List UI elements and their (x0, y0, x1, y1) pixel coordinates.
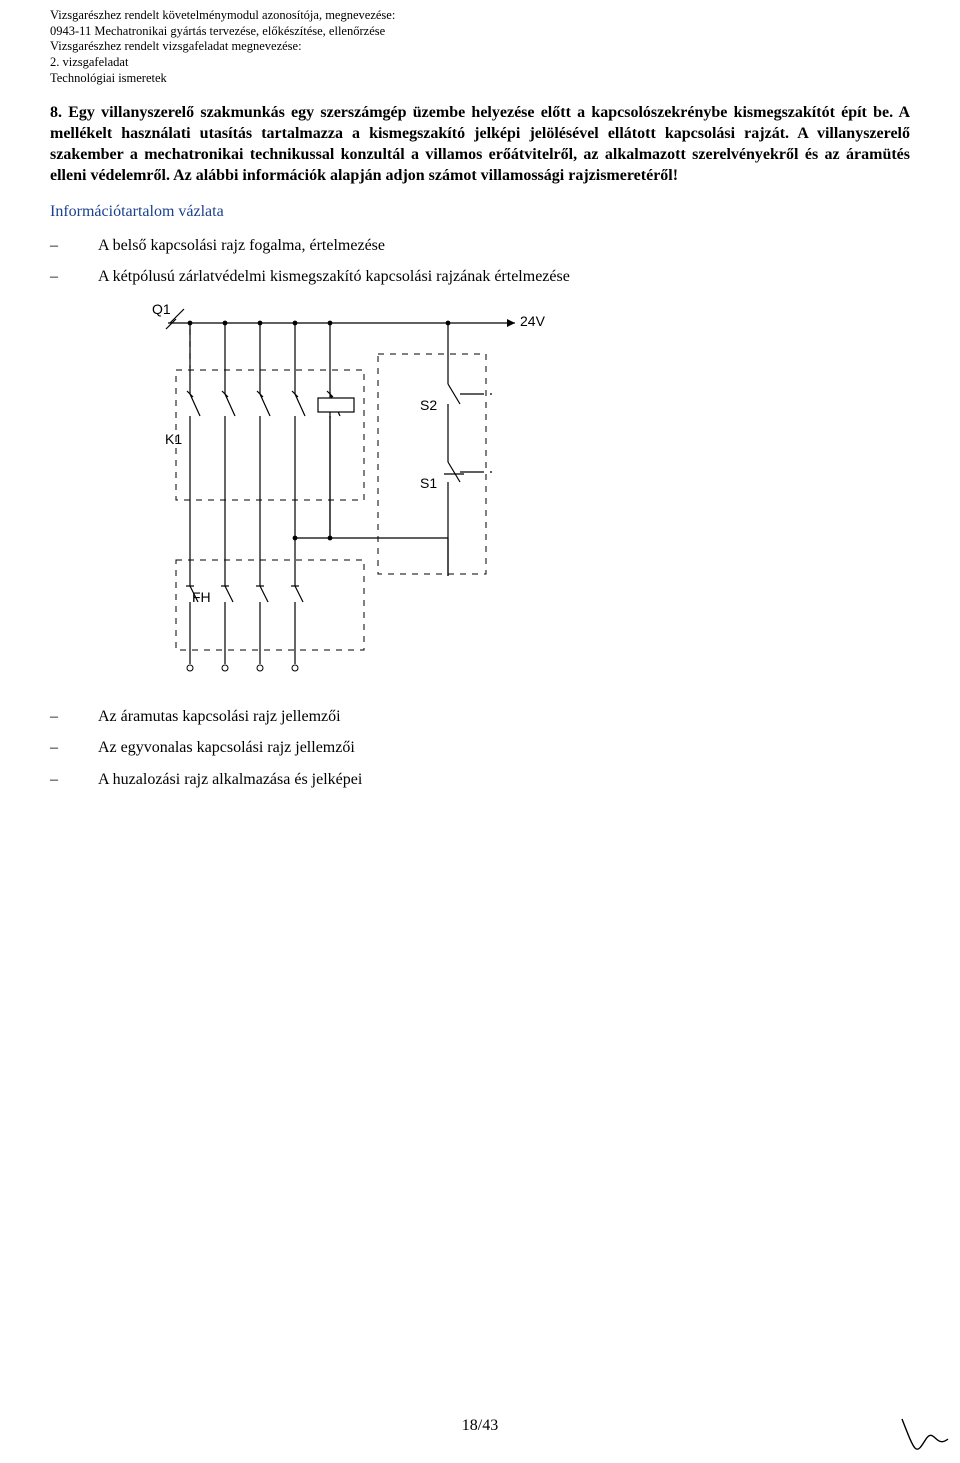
page-header: Vizsgarészhez rendelt követelménymodul a… (50, 8, 910, 86)
list-item: A belső kapcsolási rajz fogalma, értelme… (50, 235, 910, 257)
circuit-diagram: Q1 24V K1 S2 S1 FH (120, 298, 910, 688)
svg-text:K1: K1 (165, 431, 182, 447)
list-item: Az egyvonalas kapcsolási rajz jellemzői (50, 737, 910, 759)
page-footer: 18/43 (0, 1417, 960, 1435)
svg-text:S2: S2 (420, 397, 437, 413)
header-line-4: 2. vizsgafeladat (50, 55, 910, 71)
svg-text:Q1: Q1 (152, 301, 171, 317)
list-item: A kétpólusú zárlatvédelmi kismegszakító … (50, 266, 910, 288)
corner-mark-icon (898, 1409, 952, 1459)
question-block: 8. Egy villanyszerelő szakmunkás egy sze… (50, 102, 910, 186)
svg-text:24V: 24V (520, 313, 546, 329)
list-item: A huzalozási rajz alkalmazása és jelképe… (50, 769, 910, 791)
question-text: 8. Egy villanyszerelő szakmunkás egy sze… (50, 102, 910, 186)
question-number: 8. (50, 104, 62, 121)
svg-text:S1: S1 (420, 475, 437, 491)
circuit-svg: Q1 24V K1 S2 S1 FH (120, 298, 550, 683)
header-line-1: Vizsgarészhez rendelt követelménymodul a… (50, 8, 910, 24)
header-line-2: 0943-11 Mechatronikai gyártás tervezése,… (50, 24, 910, 40)
question-body: Egy villanyszerelő szakmunkás egy szersz… (50, 104, 910, 184)
list-item: Az áramutas kapcsolási rajz jellemzői (50, 706, 910, 728)
svg-text:FH: FH (192, 589, 211, 605)
info-outline-title: Információtartalom vázlata (50, 203, 910, 221)
bullet-list-top: A belső kapcsolási rajz fogalma, értelme… (50, 235, 910, 288)
header-line-3: Vizsgarészhez rendelt vizsgafeladat megn… (50, 39, 910, 55)
bullet-list-bottom: Az áramutas kapcsolási rajz jellemzői Az… (50, 706, 910, 791)
header-line-5: Technológiai ismeretek (50, 71, 910, 87)
